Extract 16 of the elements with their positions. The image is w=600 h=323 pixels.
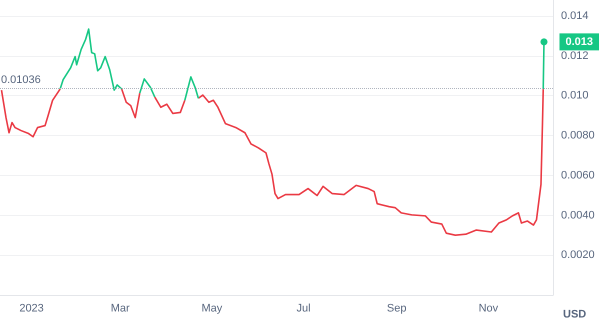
y-tick-label: 0.0020	[561, 249, 595, 262]
annotation: 0.013	[565, 36, 594, 48]
x-tick-label: May	[201, 302, 223, 314]
x-tick-label: Nov	[478, 302, 499, 314]
x-tick-label: Mar	[110, 302, 130, 314]
y-tick-label: 0.0080	[561, 130, 595, 142]
y-axis-title: USD	[563, 308, 586, 320]
x-tick-label: Sep	[386, 302, 407, 314]
y-tick-label: 0.014	[561, 10, 589, 22]
y-tick-label: 0.010	[561, 90, 589, 102]
x-tick-label: 2023	[19, 302, 44, 314]
y-tick-label: 0.0060	[561, 169, 595, 182]
y-tick-label: 0.012	[561, 50, 589, 62]
ref-line-label: 0.01036	[1, 74, 41, 86]
x-tick-label: Jul	[296, 302, 311, 314]
y-tick-label: 0.0040	[561, 209, 595, 222]
